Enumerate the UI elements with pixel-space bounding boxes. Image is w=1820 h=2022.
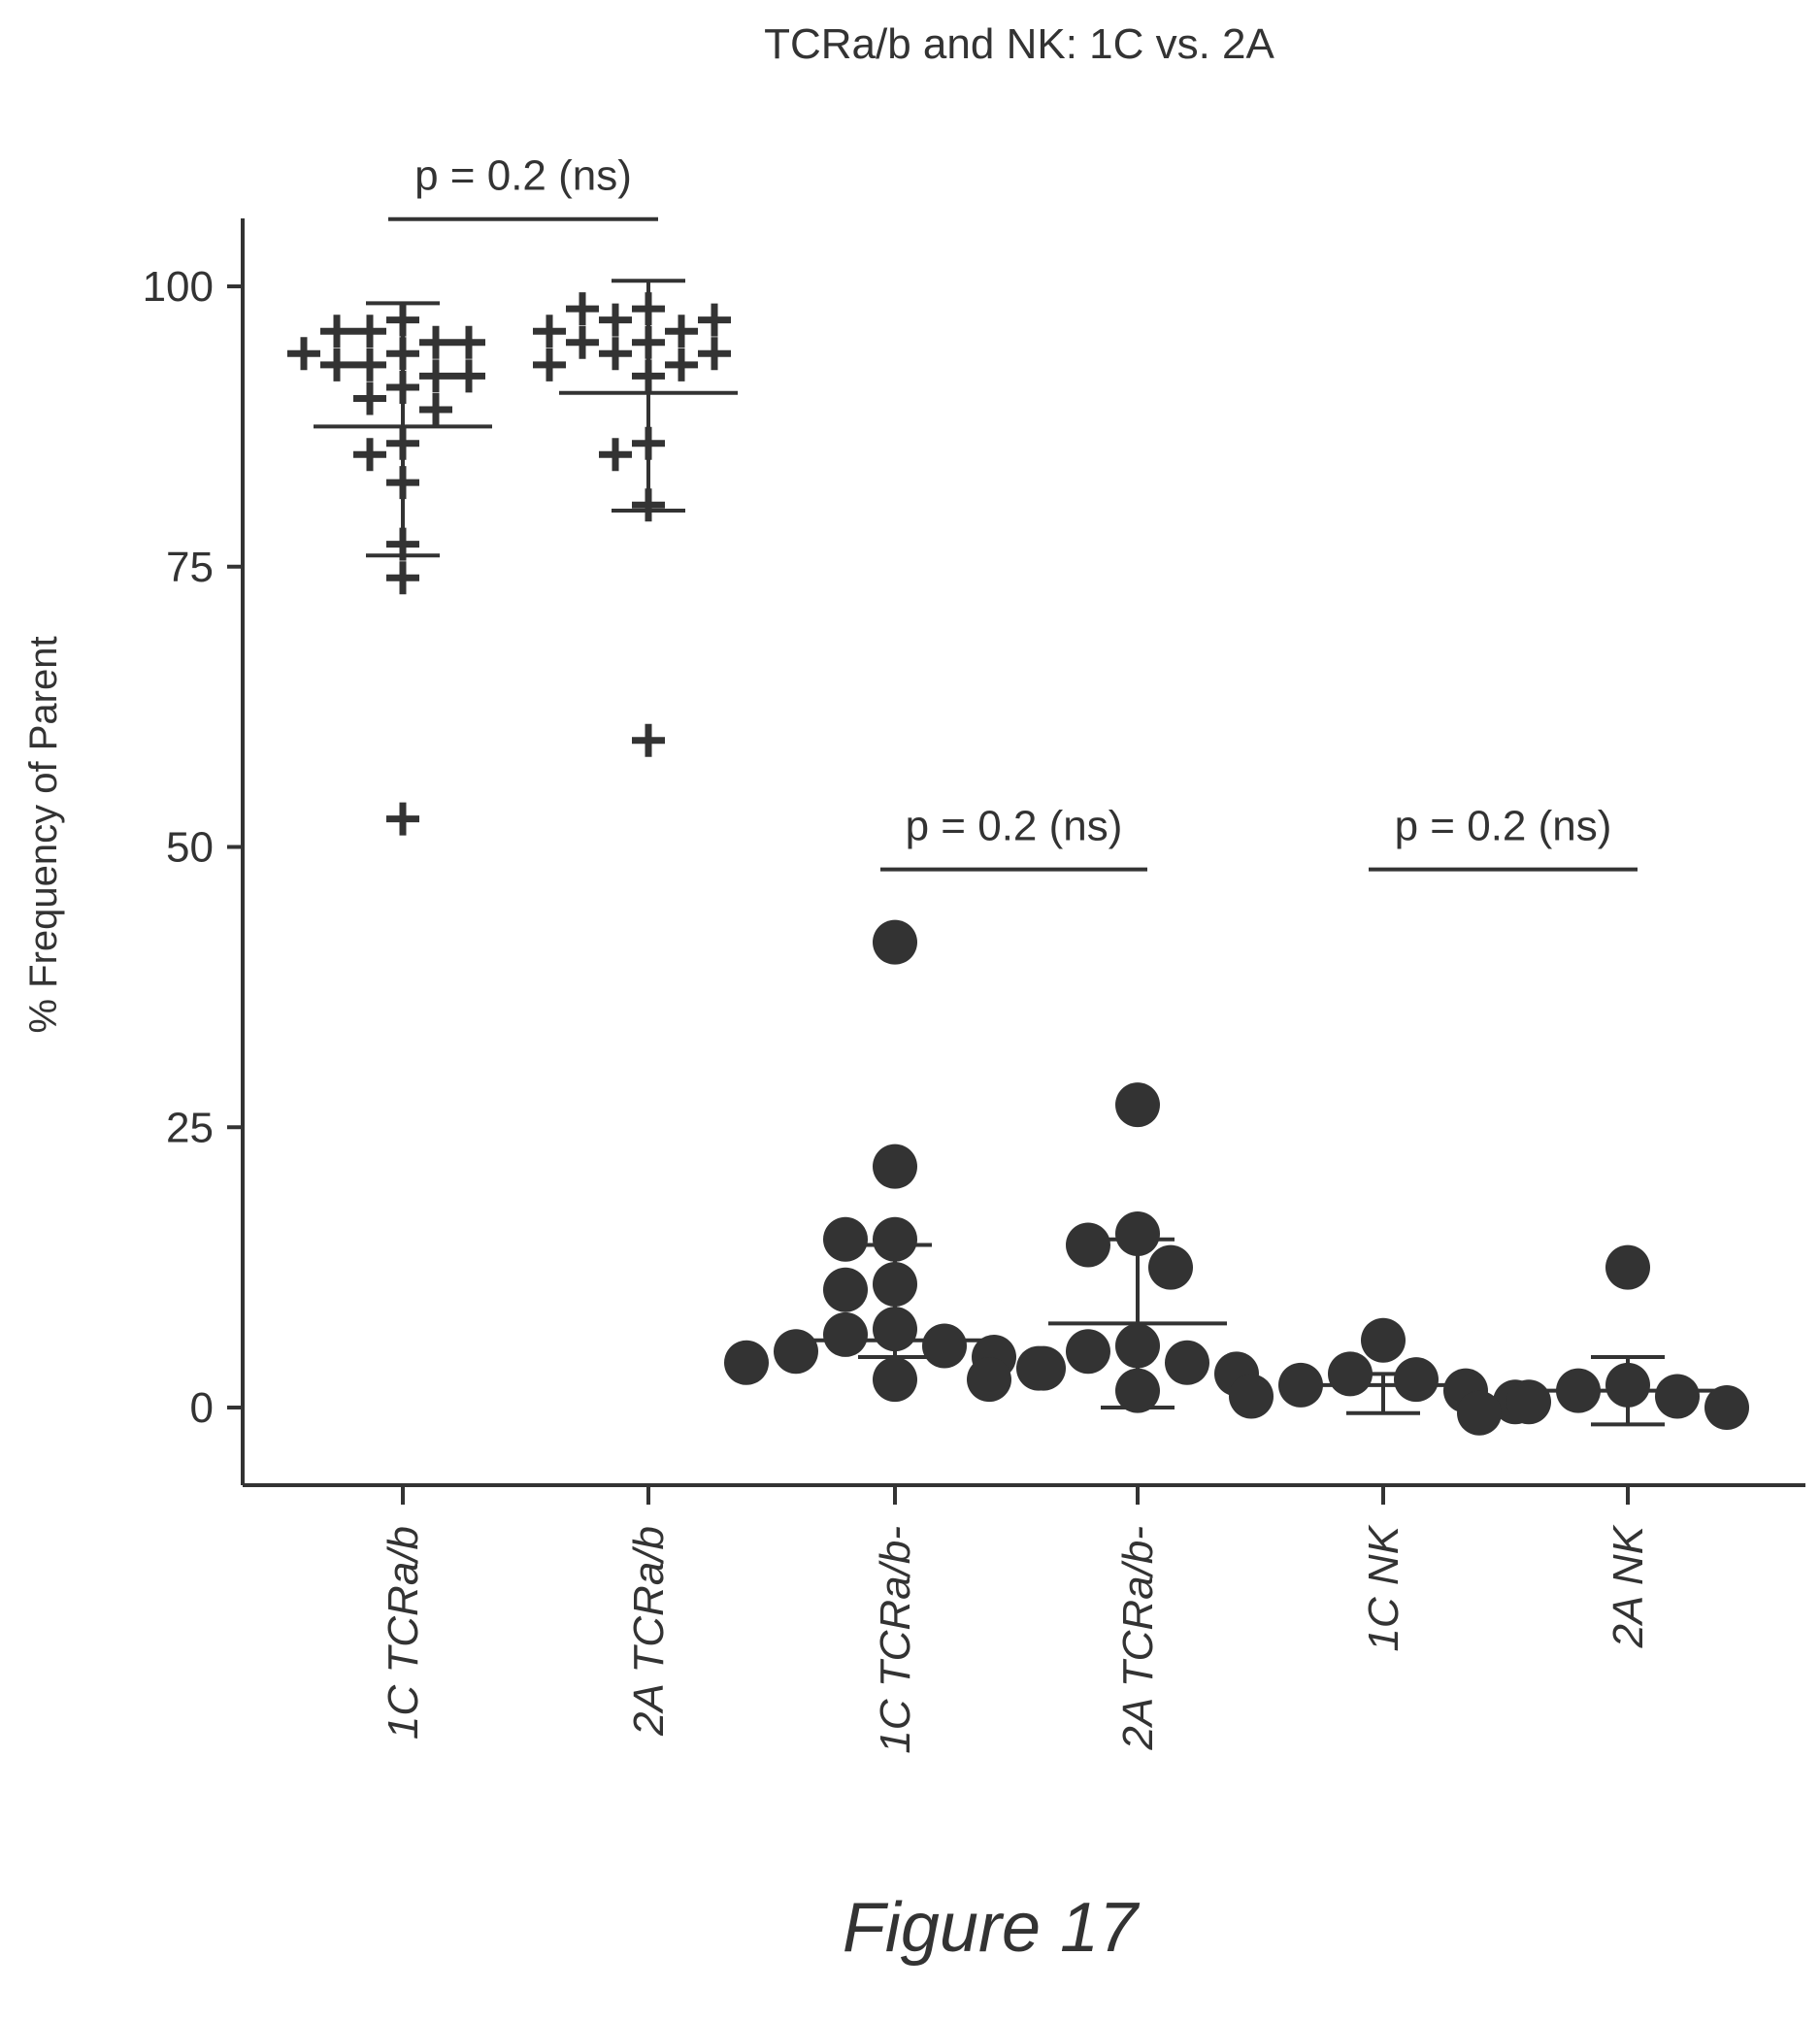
significance-label: p = 0.2 (ns) xyxy=(414,152,632,200)
data-point xyxy=(566,292,599,326)
data-point xyxy=(873,919,917,965)
y-tick-label: 75 xyxy=(166,544,214,591)
data-point xyxy=(353,348,386,381)
figure-caption: Figure 17 xyxy=(842,1889,1139,1967)
data-point xyxy=(320,315,353,348)
data-point xyxy=(1457,1390,1502,1436)
data-point xyxy=(774,1329,818,1375)
data-point xyxy=(1556,1368,1601,1413)
data-point xyxy=(1115,1323,1160,1369)
data-point xyxy=(1278,1362,1323,1408)
data-point xyxy=(873,1261,917,1307)
y-tick-label: 100 xyxy=(143,263,214,311)
data-point xyxy=(452,359,485,393)
data-point xyxy=(386,426,419,460)
data-point xyxy=(386,802,419,836)
y-tick-label: 50 xyxy=(166,824,214,872)
data-point xyxy=(1165,1340,1209,1385)
data-point xyxy=(452,325,485,359)
data-point xyxy=(823,1216,868,1262)
data-point xyxy=(419,325,452,359)
data-point xyxy=(823,1311,868,1357)
data-point xyxy=(1605,1244,1650,1290)
data-point xyxy=(632,359,665,393)
data-point xyxy=(665,348,698,381)
data-point xyxy=(632,325,665,359)
x-tick-label: 1C TCRa/b- xyxy=(872,1526,919,1754)
data-point xyxy=(386,337,419,371)
y-ticks: 0 25 50 75 100 xyxy=(143,263,243,1432)
data-point xyxy=(1066,1329,1110,1375)
data-point xyxy=(823,1267,868,1312)
data-point xyxy=(1016,1345,1061,1391)
data-point xyxy=(1506,1379,1551,1425)
data-point xyxy=(386,303,419,337)
x-tick-label: 2A NK xyxy=(1605,1524,1652,1648)
data-point xyxy=(599,303,632,337)
data-point xyxy=(1115,1210,1160,1256)
data-point xyxy=(419,393,452,427)
data-points xyxy=(287,292,1749,1436)
data-point xyxy=(873,1307,917,1352)
data-point xyxy=(1704,1385,1749,1430)
x-tick-label: 2A TCRa/b xyxy=(625,1526,673,1737)
data-point xyxy=(698,303,731,337)
x-tick-label: 1C NK xyxy=(1360,1524,1407,1651)
axes xyxy=(241,218,1805,1487)
data-point xyxy=(1148,1244,1193,1290)
data-point xyxy=(533,348,566,381)
data-point xyxy=(1328,1351,1373,1397)
data-point xyxy=(287,337,320,371)
data-point xyxy=(1115,1368,1160,1413)
data-point xyxy=(533,315,566,348)
data-point xyxy=(1361,1317,1406,1363)
data-point xyxy=(353,438,386,472)
data-point xyxy=(386,466,419,500)
data-point xyxy=(386,370,419,404)
data-point xyxy=(665,315,698,348)
data-point xyxy=(922,1323,967,1369)
data-point xyxy=(873,1216,917,1262)
data-point xyxy=(353,381,386,415)
data-point xyxy=(967,1357,1011,1403)
x-ticks: 1C TCRa/b 2A TCRa/b 1C TCRa/b- 2A TCRa/b- 1C… xyxy=(380,1485,1652,1754)
data-point xyxy=(320,348,353,381)
data-point xyxy=(1066,1222,1110,1268)
significance-label: p = 0.2 (ns) xyxy=(1395,803,1612,850)
data-point xyxy=(1655,1374,1700,1419)
significance-label: p = 0.2 (ns) xyxy=(906,803,1123,850)
chart-title: TCRa/b and NK: 1C vs. 2A xyxy=(764,20,1274,68)
significance-annotations: p = 0.2 (ns) p = 0.2 (ns) p = 0.2 (ns) xyxy=(388,152,1638,872)
data-point xyxy=(566,325,599,359)
data-point xyxy=(632,723,665,757)
x-tick-label: 1C TCRa/b xyxy=(380,1526,427,1740)
error-bars xyxy=(314,279,1717,1427)
data-point xyxy=(599,337,632,371)
data-point xyxy=(1115,1082,1160,1128)
data-point xyxy=(353,315,386,348)
data-point xyxy=(1394,1357,1439,1403)
data-point xyxy=(632,426,665,460)
y-tick-label: 25 xyxy=(166,1104,214,1151)
data-point xyxy=(698,337,731,371)
data-point xyxy=(1605,1362,1650,1408)
data-point xyxy=(873,1144,917,1189)
y-axis-label: % Frequency of Parent xyxy=(22,636,65,1033)
data-point xyxy=(386,527,419,561)
data-point xyxy=(1229,1374,1274,1419)
x-tick-label: 2A TCRa/b- xyxy=(1114,1526,1162,1751)
data-point xyxy=(873,1357,917,1403)
data-point xyxy=(419,359,452,393)
data-point xyxy=(632,292,665,326)
data-point xyxy=(386,561,419,595)
data-point xyxy=(724,1340,769,1385)
y-tick-label: 0 xyxy=(190,1384,214,1432)
data-point xyxy=(632,488,665,522)
data-point xyxy=(599,438,632,472)
